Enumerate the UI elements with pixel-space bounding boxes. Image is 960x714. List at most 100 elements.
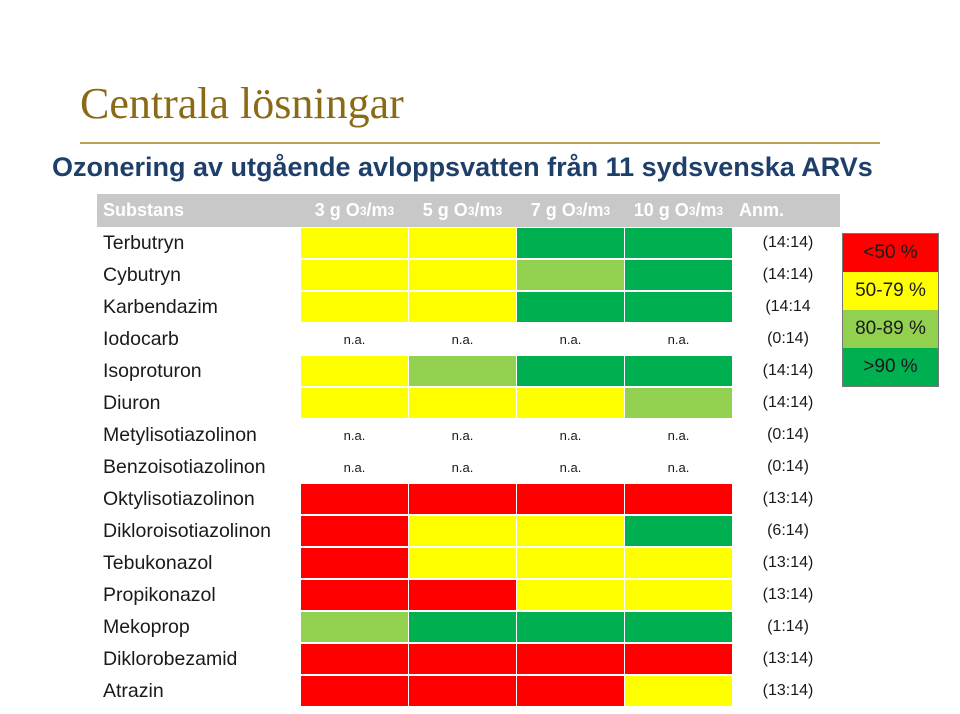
anm-value: (13:14): [762, 682, 814, 699]
substance-name: Oktylisotiazolinon: [103, 487, 255, 510]
dose-cell: [517, 259, 624, 291]
anm-value: (14:14): [762, 234, 814, 251]
dose-cell: [301, 227, 408, 259]
substance-name: Metylisotiazolinon: [103, 423, 257, 446]
legend-item-80-89: 80-89 %: [843, 310, 938, 348]
dose-cell: [301, 291, 408, 323]
dose-cell: [625, 355, 732, 387]
dose-cell: [409, 579, 516, 611]
dose-cell: [301, 483, 408, 515]
dose-cell: [409, 387, 516, 419]
anm-value: (0:14): [767, 330, 809, 347]
dose-cell: [409, 355, 516, 387]
dose-cell: [625, 515, 732, 547]
substance-name: Dikloroisotiazolinon: [103, 519, 271, 542]
dose-cell: n.a.: [517, 451, 624, 483]
anm-value: (13:14): [762, 554, 814, 571]
dose-cell: [625, 387, 732, 419]
substance-name: Atrazin: [103, 679, 164, 702]
legend-item-50-79: 50-79 %: [843, 272, 938, 310]
dose-cell: [301, 643, 408, 675]
dose-cell: [301, 387, 408, 419]
legend-item-gt90: >90 %: [843, 348, 938, 386]
dose-cell: n.a.: [625, 451, 732, 483]
dose-cell: [409, 611, 516, 643]
anm-value: (0:14): [767, 458, 809, 475]
header-dose-4: 10 g O 3/m 3: [633, 200, 724, 220]
substance-name: Propikonazol: [103, 583, 216, 606]
anm-value: (14:14): [762, 266, 814, 283]
table-row: Mekoprop (1:14): [97, 611, 840, 643]
dose-cell: [301, 515, 408, 547]
results-table: Substans 3 g O 3/m 3 5 g O 3/m 3 7 g O 3/m 3 1…: [97, 194, 840, 707]
anm-value: (1:14): [767, 618, 809, 635]
dose-cell: n.a.: [409, 451, 516, 483]
table-row: Oktylisotiazolinon (13:14): [97, 483, 840, 515]
dose-cell: [409, 547, 516, 579]
dose-cell: [625, 483, 732, 515]
dose-cell: n.a.: [301, 451, 408, 483]
dose-cell: [301, 355, 408, 387]
substance-name: Iodocarb: [103, 327, 179, 350]
dose-cell: n.a.: [517, 323, 624, 355]
table-row: Isoproturon (14:14): [97, 355, 840, 387]
header-anm: Anm.: [739, 200, 784, 220]
substance-name: Terbutryn: [103, 231, 185, 254]
dose-cell: [409, 227, 516, 259]
substance-name: Diuron: [103, 391, 161, 414]
substance-name: Isoproturon: [103, 359, 202, 382]
anm-value: (13:14): [762, 490, 814, 507]
dose-cell: [625, 547, 732, 579]
header-dose-3: 7 g O 3/m 3: [530, 200, 611, 220]
legend-item-lt50: <50 %: [843, 234, 938, 272]
substance-name: Diklorobezamid: [103, 647, 238, 670]
anm-value: (13:14): [762, 586, 814, 603]
dose-cell: n.a.: [409, 323, 516, 355]
dose-cell: [517, 643, 624, 675]
dose-cell: [625, 611, 732, 643]
page-title: Centrala lösningar: [80, 79, 404, 128]
dose-cell: [517, 515, 624, 547]
table-row: Dikloroisotiazolinon (6:14): [97, 515, 840, 547]
dose-cell: [517, 387, 624, 419]
substance-name: Benzoisotiazolinon: [103, 455, 266, 478]
dose-cell: [301, 547, 408, 579]
dose-cell: [625, 675, 732, 707]
anm-value: (14:14): [762, 362, 814, 379]
dose-cell: [625, 291, 732, 323]
table-row: Karbendazim (14:14: [97, 291, 840, 323]
dose-cell: [301, 259, 408, 291]
dose-cell: n.a.: [517, 419, 624, 451]
title-divider: [80, 142, 880, 144]
dose-cell: n.a.: [625, 323, 732, 355]
dose-cell: [409, 259, 516, 291]
anm-value: (13:14): [762, 650, 814, 667]
table-row: Iodocarb n.a. n.a. n.a. n.a. (0:14): [97, 323, 840, 355]
table-row: Metylisotiazolinon n.a. n.a. n.a. n.a. (0:14): [97, 419, 840, 451]
dose-cell: [409, 515, 516, 547]
table-row: Diklorobezamid (13:14): [97, 643, 840, 675]
header-dose-1: 3 g O 3/m 3: [314, 200, 395, 220]
dose-cell: [517, 611, 624, 643]
dose-cell: [301, 579, 408, 611]
legend: <50 % 50-79 % 80-89 % >90 %: [842, 233, 939, 387]
dose-cell: [517, 291, 624, 323]
dose-cell: [625, 579, 732, 611]
header-substans: Substans: [103, 200, 185, 220]
table-row: Terbutryn (14:14): [97, 227, 840, 259]
dose-cell: [625, 643, 732, 675]
dose-cell: [301, 611, 408, 643]
table-header: Substans 3 g O 3/m 3 5 g O 3/m 3 7 g O 3/m 3 1…: [97, 194, 840, 227]
table-row: Diuron (14:14): [97, 387, 840, 419]
dose-cell: [409, 675, 516, 707]
anm-value: (6:14): [767, 522, 809, 539]
substance-name: Cybutryn: [103, 263, 182, 286]
dose-cell: [517, 355, 624, 387]
table-row: Cybutryn (14:14): [97, 259, 840, 291]
substance-name: Tebukonazol: [103, 551, 213, 574]
dose-cell: [517, 675, 624, 707]
dose-cell: [625, 259, 732, 291]
dose-cell: n.a.: [409, 419, 516, 451]
dose-cell: [517, 579, 624, 611]
table-row: Benzoisotiazolinon n.a. n.a. n.a. n.a. (0:14): [97, 451, 840, 483]
